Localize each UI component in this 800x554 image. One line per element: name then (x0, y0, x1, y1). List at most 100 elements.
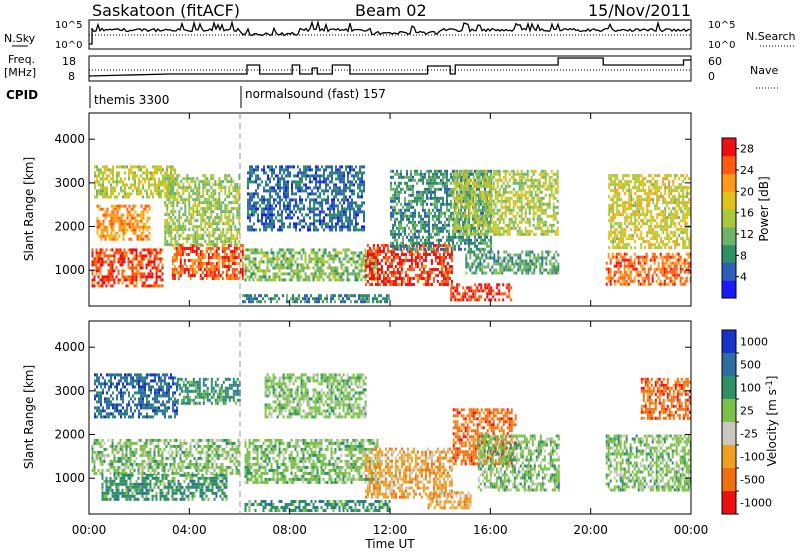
data-cell (290, 266, 293, 270)
data-cell (148, 225, 151, 229)
data-cell (432, 247, 434, 251)
data-cell (488, 187, 491, 191)
data-cell (109, 263, 112, 267)
data-cell (511, 256, 514, 260)
data-cell (118, 228, 121, 232)
data-cell (436, 199, 438, 203)
data-cell (553, 265, 556, 269)
data-cell (318, 294, 320, 298)
data-cell (325, 186, 327, 190)
data-cell (222, 222, 225, 226)
data-cell (412, 199, 414, 203)
nsearch-label: N.Search (746, 30, 796, 43)
data-cell (114, 189, 116, 193)
data-cell (422, 250, 425, 253)
data-cell (227, 277, 230, 280)
data-cell (218, 198, 221, 202)
data-cell (484, 205, 487, 209)
data-cell (250, 251, 253, 255)
data-cell (496, 208, 499, 212)
data-cell (166, 228, 169, 232)
data-cell (319, 213, 321, 217)
data-cell (213, 265, 216, 268)
data-cell (129, 266, 132, 270)
data-cell (372, 300, 374, 304)
data-cell (474, 238, 476, 242)
data-cell (191, 247, 194, 250)
data-cell (296, 278, 299, 282)
data-cell (239, 271, 242, 274)
data-cell (458, 169, 461, 173)
data-cell (434, 223, 436, 227)
data-cell (402, 235, 404, 239)
data-cell (101, 257, 104, 261)
data-cell (216, 198, 219, 202)
data-cell (142, 186, 144, 190)
data-cell (131, 248, 134, 252)
data-cell (422, 277, 425, 280)
data-cell (336, 272, 339, 276)
data-cell (496, 217, 499, 221)
data-cell (234, 207, 237, 211)
data-cell (450, 211, 452, 215)
data-cell (151, 284, 154, 288)
data-cell (366, 265, 369, 268)
data-cell (315, 228, 317, 232)
data-cell (469, 250, 472, 254)
data-cell (283, 189, 285, 193)
data-cell (126, 210, 129, 214)
data-cell (174, 240, 177, 244)
data-cell (132, 222, 135, 226)
data-cell (337, 192, 339, 196)
data-cell (460, 295, 463, 299)
data-cell (187, 271, 190, 274)
data-cell (464, 223, 467, 227)
data-cell (462, 235, 464, 239)
data-cell (91, 281, 94, 285)
data-cell (551, 271, 554, 275)
data-cell (507, 262, 510, 266)
data-cell (184, 204, 187, 208)
data-cell (102, 234, 105, 238)
data-cell (466, 196, 469, 200)
data-cell (102, 165, 104, 169)
data-cell (254, 263, 257, 267)
data-cell (140, 192, 142, 196)
data-cell (354, 272, 357, 276)
data-cell (258, 278, 261, 282)
data-cell (446, 181, 448, 185)
data-cell (486, 229, 488, 233)
data-cell (112, 171, 114, 175)
data-cell (460, 202, 463, 206)
data-cell (426, 241, 428, 245)
data-cell (98, 204, 101, 208)
data-cell (98, 174, 100, 178)
data-cell (426, 196, 428, 200)
data-cell (474, 298, 477, 302)
data-cell (217, 259, 220, 262)
data-cell (226, 180, 229, 184)
data-cell (331, 192, 333, 196)
data-cell (283, 180, 285, 184)
data-cell (324, 251, 327, 255)
data-cell (390, 175, 392, 179)
data-cell (223, 253, 226, 256)
data-cell (159, 275, 162, 279)
data-cell (394, 271, 397, 274)
data-cell (450, 187, 452, 191)
data-cell (130, 183, 132, 187)
data-cell (262, 297, 264, 301)
data-cell (466, 214, 469, 218)
data-cell (378, 247, 381, 250)
data-cell (174, 192, 177, 196)
data-cell (208, 219, 211, 223)
data-cell (267, 216, 269, 220)
data-cell (460, 214, 463, 218)
data-cell (172, 168, 174, 172)
data-cell (153, 263, 156, 267)
data-cell (362, 294, 364, 298)
data-cell (306, 278, 309, 282)
data-cell (295, 180, 297, 184)
data-cell (277, 201, 279, 205)
